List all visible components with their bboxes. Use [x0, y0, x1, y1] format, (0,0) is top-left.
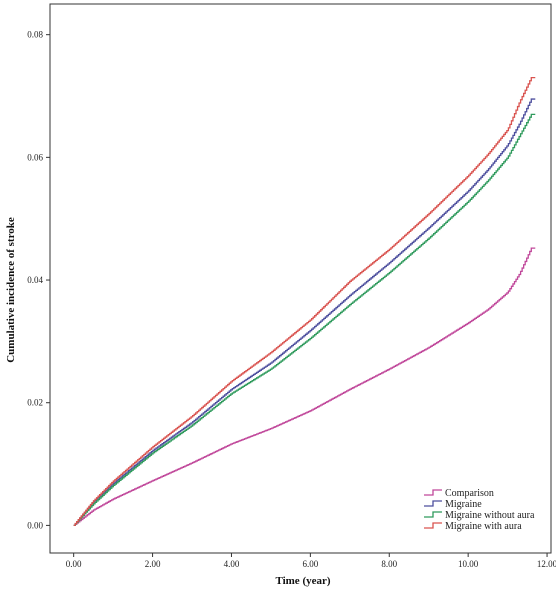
x-tick-label: 2.00	[145, 559, 161, 569]
x-tick-label: 4.00	[224, 559, 240, 569]
legend-swatch	[424, 489, 442, 496]
x-axis-title: Time (year)	[275, 575, 330, 587]
legend-swatch	[424, 511, 442, 518]
x-tick-label: 8.00	[381, 559, 397, 569]
series-line	[73, 76, 536, 527]
y-axis-title: Cumulative incidence of stroke	[5, 217, 17, 363]
legend-label: Migraine without aura	[445, 510, 535, 521]
legend-swatch	[424, 522, 442, 529]
legend-label: Comparison	[445, 488, 494, 499]
y-tick-label: 0.08	[27, 30, 43, 40]
x-tick-label: 0.00	[66, 559, 82, 569]
x-tick-label: 10.00	[458, 559, 479, 569]
legend-label: Migraine	[445, 499, 482, 510]
legend-swatch	[424, 500, 442, 507]
series-line	[73, 247, 536, 527]
y-tick-label: 0.06	[27, 152, 43, 162]
series-line	[73, 113, 536, 527]
y-tick-label: 0.00	[27, 520, 43, 530]
y-tick-label: 0.02	[27, 398, 43, 408]
series-line	[73, 98, 536, 527]
plot-frame	[49, 3, 552, 554]
y-tick-label: 0.04	[27, 275, 43, 285]
legend-label: Migraine with aura	[445, 521, 522, 532]
x-tick-label: 12.00	[537, 559, 556, 569]
x-tick-label: 6.00	[302, 559, 318, 569]
